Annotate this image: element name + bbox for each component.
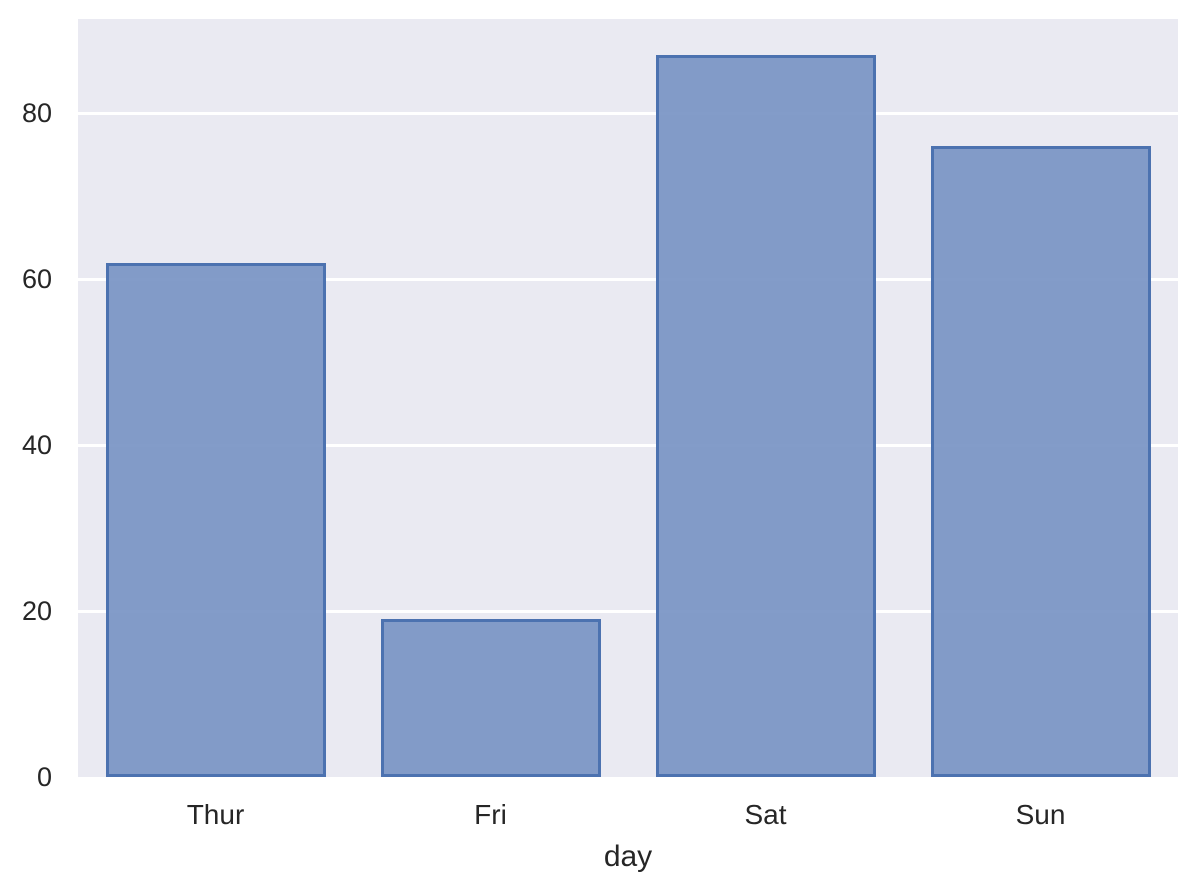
gridline-80: [78, 111, 1178, 115]
bar-sat: [655, 55, 876, 777]
y-tick-label-0: 0: [36, 762, 52, 792]
x-tick-label-thur: Thur: [186, 799, 245, 830]
plot-area: [78, 19, 1178, 777]
bar-sun: [930, 146, 1151, 777]
y-tick-label-20: 20: [21, 596, 52, 627]
gridline-20: [78, 609, 1178, 613]
x-tick-label-sun: Sun: [1015, 799, 1066, 830]
x-tick-label-sat: Sat: [744, 799, 787, 830]
x-axis-label: day: [603, 840, 653, 873]
x-tick-label-fri: Fri: [474, 799, 507, 830]
gridline-60: [78, 277, 1178, 281]
bar-fri: [380, 619, 601, 777]
y-tick-label-60: 60: [21, 264, 52, 295]
gridline-40: [78, 443, 1178, 447]
bar-thur: [105, 262, 326, 777]
y-tick-label-40: 40: [21, 430, 52, 461]
y-tick-label-80: 80: [21, 98, 52, 129]
